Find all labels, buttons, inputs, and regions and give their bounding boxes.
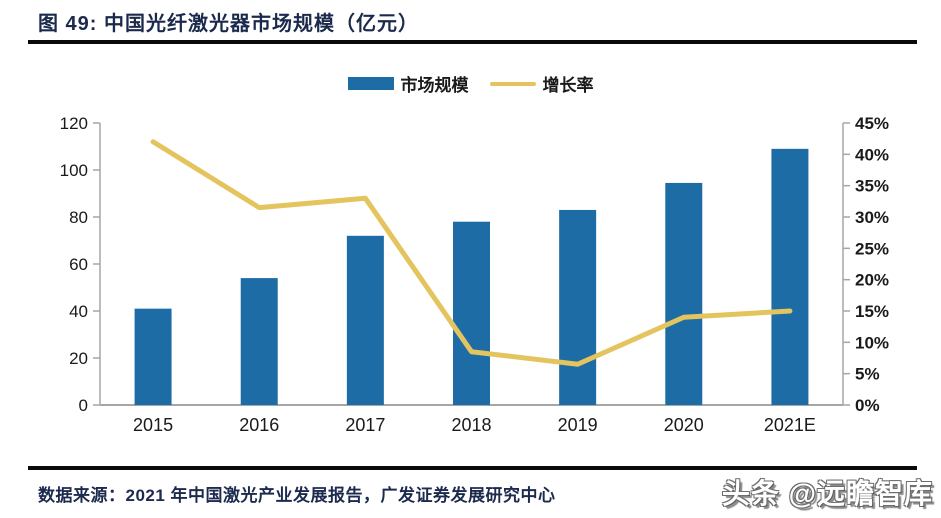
x-tick-label-2016: 2016: [239, 415, 279, 435]
y-right-tick-label: 20%: [855, 271, 889, 290]
y-right-tick-label: 40%: [855, 145, 889, 164]
legend-item-growth-rate: 增长率: [489, 71, 594, 96]
y-right-tick-label: 0%: [855, 396, 880, 415]
y-left-tick-label: 80: [69, 208, 88, 227]
top-divider: [28, 40, 917, 44]
bar-2016: [240, 278, 278, 405]
bar-2018: [453, 221, 490, 405]
legend-label-market-size: 市场规模: [400, 76, 469, 95]
bar-2015: [134, 308, 172, 405]
y-left-tick-label: 100: [60, 161, 88, 180]
x-tick-label-2015: 2015: [133, 415, 173, 435]
bar-2017: [346, 235, 384, 405]
line-series-swatch: [489, 81, 536, 86]
figure-title: 图 49: 中国光纤激光器市场规模（亿元）: [38, 13, 420, 35]
bar-series-swatch: [347, 77, 394, 90]
bar-2019: [559, 209, 597, 405]
x-tick-label-2017: 2017: [345, 415, 385, 435]
y-right-tick-label: 10%: [855, 333, 889, 352]
x-tick-label-2018: 2018: [451, 415, 491, 435]
y-left-tick-label: 40: [69, 302, 88, 321]
watermark-text: 头条 @远瞻智库: [721, 478, 933, 509]
x-tick-label-2019: 2019: [558, 415, 598, 435]
y-right-tick-label: 15%: [855, 302, 889, 321]
bottom-divider: [28, 466, 917, 470]
y-left-tick-label: 120: [60, 114, 88, 133]
x-tick-label-2021E: 2021E: [764, 415, 816, 435]
y-left-tick-label: 0: [79, 396, 88, 415]
bar-2020: [665, 182, 703, 405]
y-right-tick-label: 45%: [855, 114, 889, 133]
growth-rate-line: [150, 139, 793, 367]
x-tick-label-2020: 2020: [664, 415, 704, 435]
y-left-tick-label: 20: [69, 349, 88, 368]
data-source-text: 数据来源：2021 年中国激光产业发展报告，广发证券发展研究中心: [38, 486, 556, 505]
y-right-tick-label: 35%: [855, 177, 889, 196]
y-right-tick-label: 30%: [855, 208, 889, 227]
y-right-tick-label: 25%: [855, 239, 889, 258]
legend-item-market-size: 市场规模: [347, 71, 469, 96]
bar-2021E: [771, 148, 809, 405]
y-left-tick-label: 60: [69, 255, 88, 274]
legend-label-growth-rate: 增长率: [542, 76, 594, 95]
y-right-tick-label: 5%: [855, 365, 880, 384]
chart-legend: 市场规模 增长率: [0, 71, 941, 96]
